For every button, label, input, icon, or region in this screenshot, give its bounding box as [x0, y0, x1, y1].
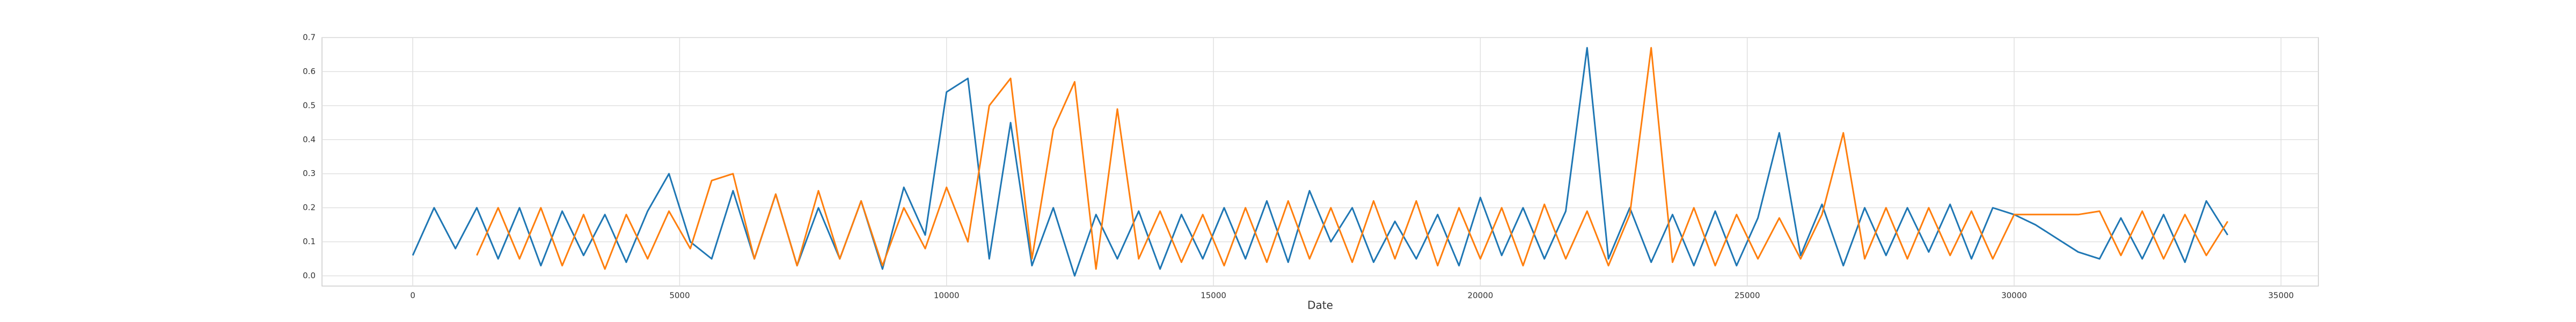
x-tick-label: 15000 — [1201, 291, 1226, 301]
y-tick-label: 0.6 — [303, 67, 316, 76]
y-tick-label: 0.7 — [303, 33, 316, 42]
x-tick-label: 20000 — [1468, 291, 1494, 301]
x-tick-label: 25000 — [1735, 291, 1760, 301]
y-tick-label: 0.1 — [303, 237, 316, 246]
y-tick-label: 0.4 — [303, 135, 316, 144]
data-line — [412, 47, 2229, 277]
x-tick-label: 30000 — [2001, 291, 2027, 301]
x-tick-label: 0 — [410, 291, 415, 301]
x-tick-label: 35000 — [2268, 291, 2294, 301]
y-tick-label: 0.0 — [303, 270, 316, 280]
y-tick-label: 0.3 — [303, 169, 316, 178]
y-tick-label: 0.2 — [303, 203, 316, 213]
x-tick-label: 10000 — [934, 291, 960, 301]
x-tick-label: 5000 — [669, 291, 690, 301]
x-axis-label: Date — [1307, 299, 1333, 312]
data-line — [476, 47, 2229, 270]
y-tick-label: 0.5 — [303, 100, 316, 110]
plot-frame — [321, 37, 2319, 287]
